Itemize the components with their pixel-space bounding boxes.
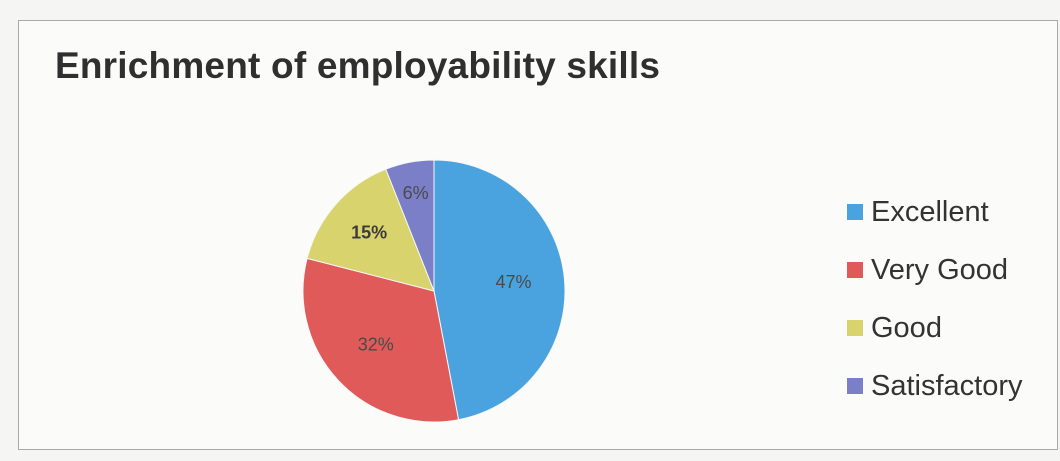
- legend-label-good: Good: [871, 311, 942, 344]
- legend-item-good: Good: [847, 299, 1057, 357]
- legend-item-excellent: Excellent: [847, 183, 1057, 241]
- chart-frame: Enrichment of employability skills 47% 32…: [18, 20, 1058, 450]
- pie-slice-very-good: [302, 257, 460, 423]
- legend: Excellent Very Good Good Satisfactory: [847, 183, 1057, 415]
- legend-item-very-good: Very Good: [847, 241, 1057, 299]
- legend-swatch-satisfactory: [847, 378, 863, 394]
- pie-labels: 47% 32% 15% 6%: [351, 183, 531, 354]
- pie-slices: [302, 159, 566, 423]
- legend-swatch-excellent: [847, 204, 863, 220]
- legend-label-satisfactory: Satisfactory: [871, 369, 1023, 402]
- legend-item-satisfactory: Satisfactory: [847, 357, 1057, 415]
- legend-swatch-very-good: [847, 262, 863, 278]
- legend-label-very-good: Very Good: [871, 253, 1009, 286]
- legend-swatch-good: [847, 320, 863, 336]
- pie-label-very-good: 32%: [358, 334, 394, 354]
- pie-chart: 47% 32% 15% 6%: [302, 159, 566, 423]
- pie-label-satisfactory: 6%: [403, 183, 429, 203]
- legend-label-excellent: Excellent: [871, 195, 989, 228]
- pie-label-good: 15%: [351, 223, 387, 243]
- pie-label-excellent: 47%: [496, 272, 532, 292]
- chart-title: Enrichment of employability skills: [55, 45, 661, 86]
- pie-slice-excellent: [433, 159, 566, 421]
- pie-slice-satisfactory: [385, 159, 435, 292]
- pie-slice-good: [306, 168, 435, 292]
